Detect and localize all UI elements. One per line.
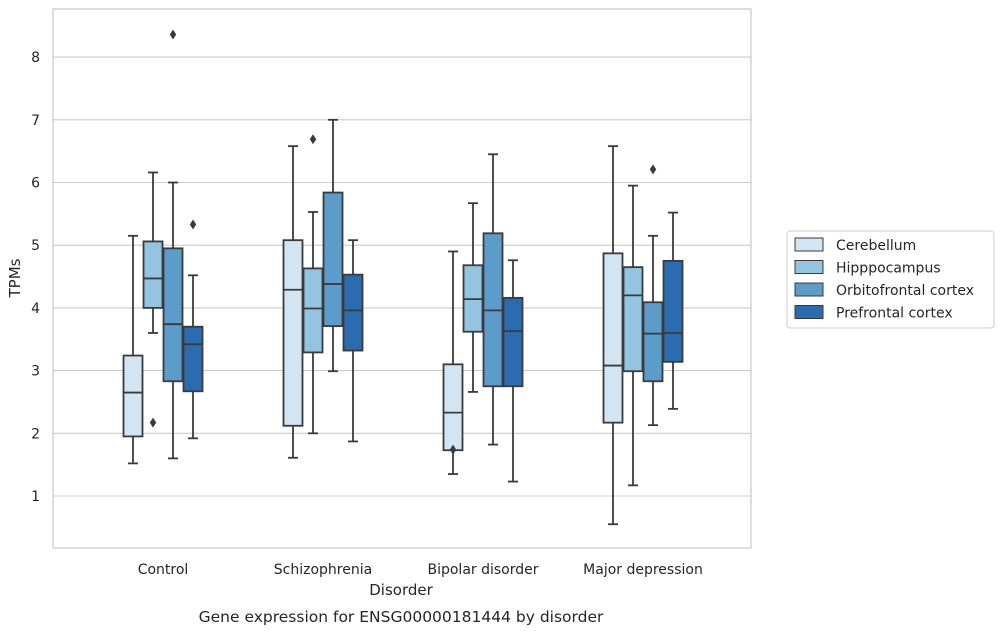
box-cerebellum <box>602 145 624 526</box>
y-tick-label: 6 <box>31 176 40 192</box>
outlier-point <box>309 134 317 145</box>
y-tick-label: 7 <box>31 113 40 129</box>
legend-label: Prefrontal cortex <box>836 306 953 322</box>
plot-area-border <box>52 8 752 549</box>
box-hipppocampus <box>622 184 644 487</box>
box-prefrontal-cortex <box>662 211 684 410</box>
box-body <box>502 296 524 388</box>
y-tick-label: 4 <box>31 301 40 317</box>
box-orbitofrontal-cortex <box>642 164 664 427</box>
box-body <box>302 267 324 354</box>
box-body <box>662 259 684 363</box>
y-tick-label: 8 <box>31 50 40 66</box>
box-body <box>602 252 624 424</box>
y-tick-label: 2 <box>31 426 40 442</box>
box-body <box>162 247 184 383</box>
y-tick-label: 5 <box>31 238 40 254</box>
box-body <box>622 266 644 373</box>
box-hipppocampus <box>302 134 324 435</box>
y-tick-label: 3 <box>31 364 40 380</box>
box-orbitofrontal-cortex <box>162 29 184 460</box>
chart-caption: Gene expression for ENSG00000181444 by d… <box>199 608 604 626</box>
box-prefrontal-cortex <box>502 259 524 483</box>
box-hipppocampus <box>142 171 164 428</box>
box-body <box>342 273 364 352</box>
box-body <box>182 325 204 393</box>
outlier-point <box>149 417 157 428</box>
box-cerebellum <box>442 250 464 475</box>
legend-frame <box>786 230 995 329</box>
box-body <box>282 239 304 427</box>
box-cerebellum <box>282 145 304 459</box>
box-body <box>322 191 344 327</box>
legend-swatch <box>794 237 824 252</box>
y-tick-labels: 1 2 3 4 5 6 7 8 <box>31 50 40 505</box>
outlier-point <box>649 164 657 175</box>
legend-label: Hipppocampus <box>836 261 941 277</box>
legend-label: Orbitofrontal cortex <box>836 283 974 299</box>
box-body <box>122 354 144 438</box>
x-tick-label: Control <box>138 562 189 578</box>
outlier-point <box>449 444 457 455</box>
box-prefrontal-cortex <box>342 239 364 443</box>
outlier-point <box>169 29 177 40</box>
legend-swatch <box>794 260 824 274</box>
y-axis-label: TPMs <box>6 258 24 298</box>
box-body <box>442 363 464 452</box>
x-axis-label: Disorder <box>369 581 433 599</box>
x-tick-labels: Control Schizophrenia Bipolar disorder Majo… <box>138 562 703 578</box>
x-tick-label: Bipolar disorder <box>427 562 538 578</box>
y-tick-label: 1 <box>31 489 40 505</box>
box-orbitofrontal-cortex <box>322 118 344 373</box>
legend-swatch <box>794 305 824 319</box>
box-body <box>142 240 164 309</box>
box-prefrontal-cortex <box>182 219 204 440</box>
box-body <box>642 301 664 383</box>
x-tick-label: Schizophrenia <box>274 562 372 578</box>
box-orbitofrontal-cortex <box>482 153 504 446</box>
legend-swatch <box>794 282 824 297</box>
legend-label: Cerebellum <box>836 238 916 254</box>
box-cerebellum <box>122 234 144 465</box>
box-hipppocampus <box>462 202 484 393</box>
boxes <box>122 29 684 526</box>
x-tick-label: Major depression <box>583 562 703 578</box>
legend: Cerebellum Hipppocampus Orbitofrontal cort… <box>786 230 995 329</box>
outlier-point <box>189 219 197 230</box>
